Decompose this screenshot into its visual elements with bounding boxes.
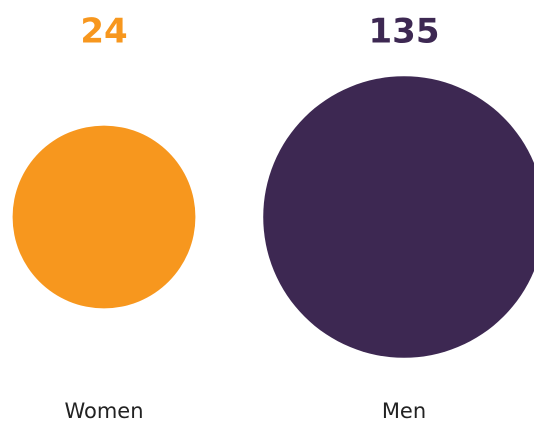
category-label: Men [382, 399, 426, 423]
value-label: 135 [369, 12, 440, 52]
bubble [12, 125, 196, 309]
category-label: Women [64, 399, 143, 423]
bubble [263, 76, 534, 358]
value-label: 24 [80, 12, 127, 52]
